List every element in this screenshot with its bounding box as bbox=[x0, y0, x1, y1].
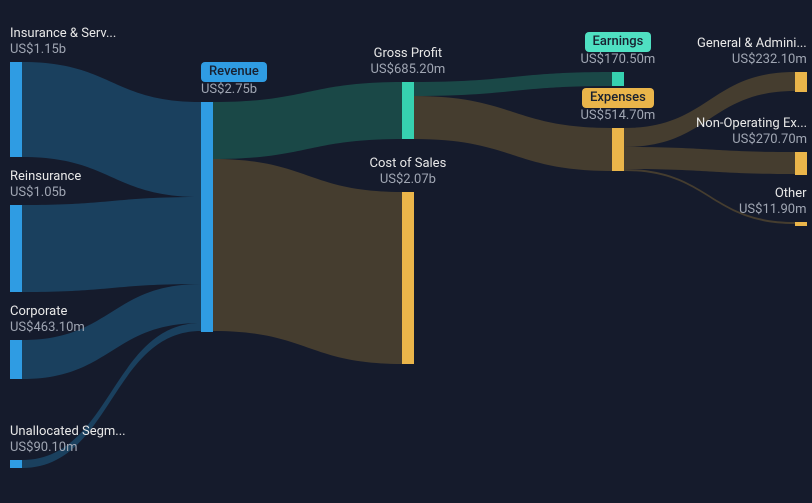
label-unalloc: Unallocated Segm...US$90.10m bbox=[10, 424, 126, 457]
label-expenses: ExpensesUS$514.70m bbox=[581, 88, 656, 125]
node-gross[interactable] bbox=[402, 82, 414, 139]
label-value: US$1.15b bbox=[10, 42, 116, 58]
label-other: OtherUS$11.90m bbox=[739, 186, 807, 219]
label-value: US$463.10m bbox=[10, 320, 85, 336]
label-name: Unallocated Segm... bbox=[10, 424, 126, 440]
label-value: US$514.70m bbox=[581, 108, 656, 124]
node-cos[interactable] bbox=[402, 192, 414, 364]
label-value: US$2.07b bbox=[370, 172, 447, 188]
label-value: US$170.50m bbox=[581, 52, 656, 68]
label-value: US$11.90m bbox=[739, 202, 807, 218]
label-value: US$685.20m bbox=[371, 62, 446, 78]
label-corporate: CorporateUS$463.10m bbox=[10, 304, 85, 337]
node-expenses[interactable] bbox=[612, 128, 624, 171]
label-pill: Revenue bbox=[201, 62, 267, 82]
label-name: Other bbox=[739, 186, 807, 202]
sankey-link bbox=[624, 147, 795, 174]
node-ga[interactable] bbox=[795, 72, 807, 92]
node-other[interactable] bbox=[795, 222, 807, 226]
node-revenue[interactable] bbox=[201, 102, 213, 332]
label-value: US$90.10m bbox=[10, 440, 126, 456]
node-earnings[interactable] bbox=[612, 72, 624, 86]
label-insurance: Insurance & Serv...US$1.15b bbox=[10, 26, 116, 59]
label-earnings: EarningsUS$170.50m bbox=[581, 32, 656, 69]
node-reinsurance[interactable] bbox=[10, 205, 22, 292]
label-value: US$1.05b bbox=[10, 185, 81, 201]
label-gross: Gross ProfitUS$685.20m bbox=[371, 46, 446, 79]
sankey-link bbox=[213, 159, 402, 364]
label-ga: General & Admini...US$232.10m bbox=[697, 36, 807, 69]
label-revenue: RevenueUS$2.75b bbox=[201, 62, 267, 99]
label-name: Cost of Sales bbox=[370, 156, 447, 172]
label-value: US$270.70m bbox=[696, 132, 807, 148]
label-value: US$232.10m bbox=[697, 52, 807, 68]
label-cos: Cost of SalesUS$2.07b bbox=[370, 156, 447, 189]
sankey-link bbox=[22, 197, 201, 292]
label-pill: Expenses bbox=[582, 88, 654, 108]
label-value: US$2.75b bbox=[201, 82, 267, 98]
label-nonop: Non-Operating Ex...US$270.70m bbox=[696, 116, 807, 149]
label-name: Reinsurance bbox=[10, 169, 81, 185]
node-insurance[interactable] bbox=[10, 62, 22, 157]
node-unalloc[interactable] bbox=[10, 460, 22, 468]
label-name: Gross Profit bbox=[371, 46, 446, 62]
node-nonop[interactable] bbox=[795, 152, 807, 175]
label-name: Corporate bbox=[10, 304, 85, 320]
label-name: Non-Operating Ex... bbox=[696, 116, 807, 132]
node-corporate[interactable] bbox=[10, 340, 22, 379]
label-pill: Earnings bbox=[585, 32, 652, 52]
label-name: Insurance & Serv... bbox=[10, 26, 116, 42]
label-reinsurance: ReinsuranceUS$1.05b bbox=[10, 169, 81, 202]
label-name: General & Admini... bbox=[697, 36, 807, 52]
